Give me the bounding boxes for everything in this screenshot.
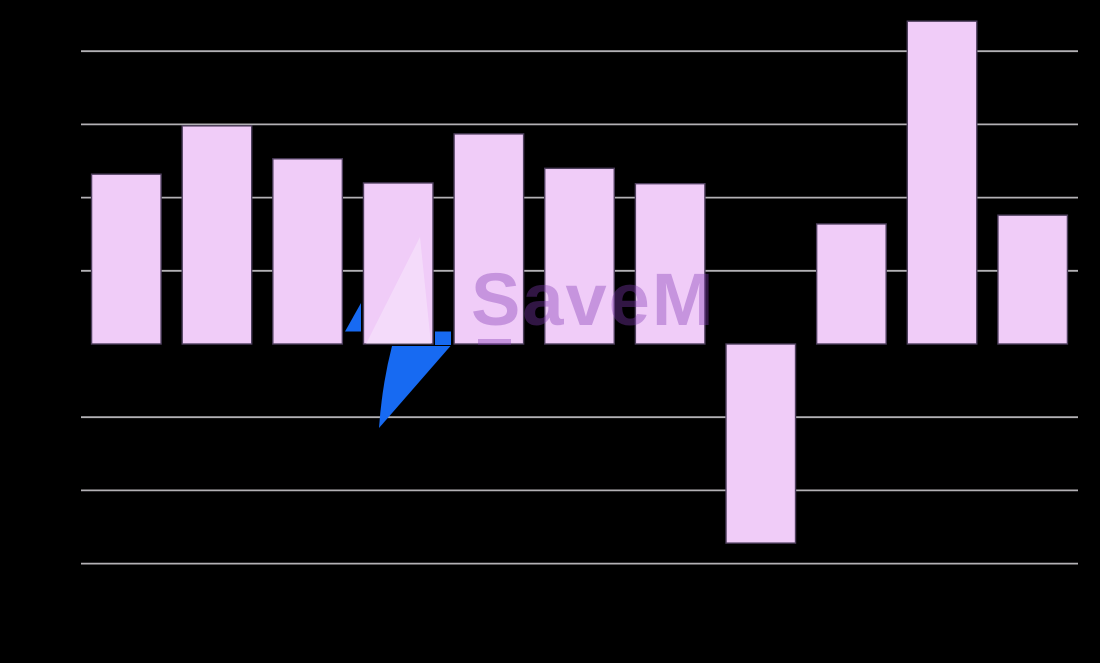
bar <box>906 20 978 345</box>
bar <box>544 167 615 345</box>
watermark-text: SaveM <box>471 258 716 341</box>
watermark-logo-icon <box>345 237 451 428</box>
watermark-text-underline <box>478 339 511 345</box>
logo-dot <box>435 331 451 345</box>
bar <box>815 223 887 345</box>
bar <box>453 133 525 345</box>
bar <box>181 125 253 345</box>
logo-swoosh <box>379 346 451 428</box>
bar <box>997 214 1069 345</box>
bar <box>725 343 797 544</box>
logo-small-triangle <box>345 303 361 332</box>
logo-sail-shape <box>366 237 431 344</box>
bar <box>634 182 706 345</box>
bar <box>90 173 162 345</box>
bar <box>272 158 344 345</box>
bar <box>362 182 434 345</box>
